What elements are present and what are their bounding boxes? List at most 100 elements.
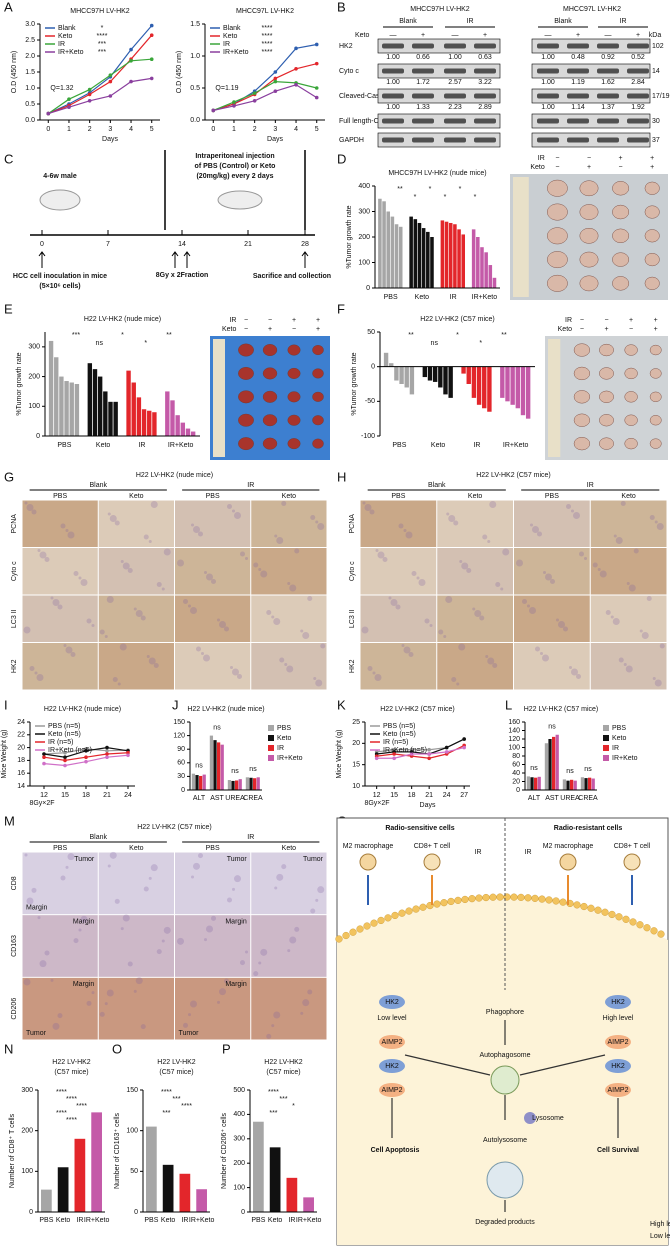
- quant: 2.84: [631, 79, 645, 86]
- y-tick-label: 60: [177, 760, 185, 767]
- texture: [230, 666, 233, 669]
- diagram-label: HK2: [611, 1063, 625, 1070]
- bar: [534, 777, 538, 790]
- data-point: [42, 752, 46, 756]
- sign: +: [421, 32, 425, 39]
- row-label: LC3 II: [11, 609, 18, 628]
- texture: [597, 568, 601, 571]
- label: (20mg/kg) every 2 days: [196, 173, 273, 180]
- chart-title: H22 LV-HK2 (nude mice): [187, 706, 264, 713]
- band: [567, 43, 589, 49]
- mouse: [39, 189, 81, 211]
- bar: [427, 366, 433, 381]
- texture: [120, 927, 124, 931]
- micrograph: [251, 500, 327, 547]
- x-tick-label: Keto: [56, 1217, 71, 1224]
- column-label: Keto: [129, 493, 144, 500]
- node-shape: [605, 1035, 631, 1049]
- y-tick-label: 60: [512, 761, 520, 768]
- texture: [237, 674, 242, 679]
- texture: [245, 557, 248, 560]
- micrograph: [175, 915, 251, 977]
- x-tick-label: 2: [88, 126, 92, 133]
- ruler: [548, 339, 561, 457]
- x-tick-label: AST: [545, 795, 559, 802]
- annotation: ***: [269, 1110, 277, 1117]
- x-tick-label: IR+Keto: [84, 1217, 110, 1224]
- quant: 2.23: [448, 104, 462, 111]
- bar: [202, 774, 206, 790]
- membrane: [608, 910, 616, 919]
- x-tick-label: IR: [288, 1217, 295, 1224]
- texture: [535, 646, 540, 652]
- bar: [227, 780, 232, 790]
- bar: [432, 366, 438, 382]
- texture: [403, 646, 411, 654]
- membrane: [524, 894, 532, 902]
- band: [537, 118, 559, 124]
- diagram-label: AIMP2: [607, 1039, 628, 1046]
- y-tick-label: 3.0: [25, 21, 35, 28]
- band: [537, 93, 559, 99]
- texture: [313, 677, 317, 680]
- texture: [625, 665, 633, 673]
- band: [382, 137, 404, 143]
- texture: [120, 560, 124, 563]
- quant: 1.14: [571, 104, 585, 111]
- y-axis-label: %Tumor growth rate: [346, 205, 353, 268]
- annotation: ****: [262, 41, 273, 48]
- data-point: [126, 750, 130, 755]
- quant: 1.00: [386, 79, 400, 86]
- y-tick-label: 300: [358, 208, 370, 215]
- bar: [526, 776, 531, 790]
- tumor: [612, 181, 630, 196]
- panel-letter: L: [505, 697, 512, 712]
- bar: [466, 366, 471, 384]
- texture: [91, 624, 95, 627]
- texture: [258, 568, 262, 571]
- texture: [610, 615, 614, 619]
- x-tick-label: 4: [294, 126, 298, 133]
- texture: [302, 632, 310, 639]
- texture: [276, 873, 284, 881]
- annotation: *: [414, 194, 417, 201]
- annotation: ns: [584, 766, 592, 773]
- legend-swatch: [603, 735, 609, 741]
- diagram-label: HK2: [385, 999, 399, 1006]
- x-tick-label: 24: [443, 792, 451, 799]
- legend-swatch: [603, 725, 609, 731]
- texture: [99, 1011, 105, 1017]
- band: [474, 43, 496, 49]
- series-line: [213, 63, 317, 111]
- bar: [126, 370, 131, 436]
- region-label: Margin: [73, 981, 95, 988]
- texture: [287, 582, 291, 585]
- legend-label: IR: [612, 745, 619, 752]
- sign: +: [650, 164, 654, 171]
- annotation: ****: [66, 1117, 77, 1124]
- y-tick-label: 18: [17, 757, 25, 764]
- micrograph: [175, 500, 251, 547]
- data-point: [462, 745, 466, 750]
- data-point: [67, 97, 71, 101]
- data-point: [105, 745, 109, 750]
- texture: [628, 584, 636, 592]
- panel-letter: P: [222, 1041, 231, 1056]
- texture: [135, 610, 143, 617]
- x-axis-label: Days: [267, 136, 283, 143]
- texture: [65, 865, 69, 869]
- sign: +: [316, 317, 320, 324]
- band: [444, 43, 466, 49]
- texture: [117, 682, 121, 686]
- bar: [570, 779, 574, 790]
- bar: [141, 409, 147, 436]
- texture: [659, 643, 665, 649]
- bar: [461, 234, 465, 288]
- micrograph: [514, 643, 590, 690]
- region-label: Tumor: [74, 856, 95, 863]
- texture: [315, 898, 319, 902]
- texture: [615, 537, 623, 544]
- sign: +: [292, 317, 296, 324]
- membrane: [489, 893, 497, 901]
- band: [537, 43, 559, 49]
